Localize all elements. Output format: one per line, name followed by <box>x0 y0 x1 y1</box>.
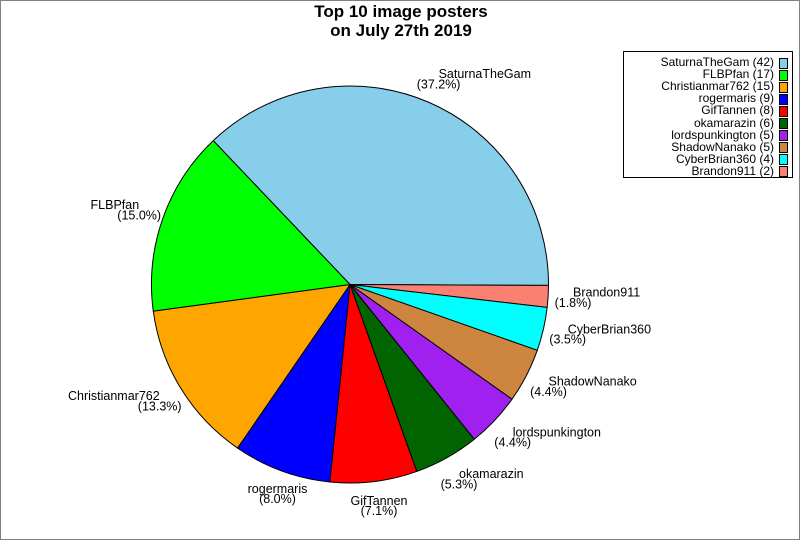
svg-text:(3.5%): (3.5%) <box>549 333 586 347</box>
svg-text:(15.0%): (15.0%) <box>117 208 161 222</box>
svg-text:(7.1%): (7.1%) <box>361 504 398 518</box>
svg-text:(1.8%): (1.8%) <box>555 296 592 310</box>
svg-text:(4.4%): (4.4%) <box>530 385 567 399</box>
svg-text:(13.3%): (13.3%) <box>138 400 182 414</box>
svg-text:(8.0%): (8.0%) <box>259 492 296 506</box>
svg-text:(37.2%): (37.2%) <box>417 77 461 91</box>
svg-text:(5.3%): (5.3%) <box>441 477 478 491</box>
svg-text:(4.4%): (4.4%) <box>494 436 531 450</box>
